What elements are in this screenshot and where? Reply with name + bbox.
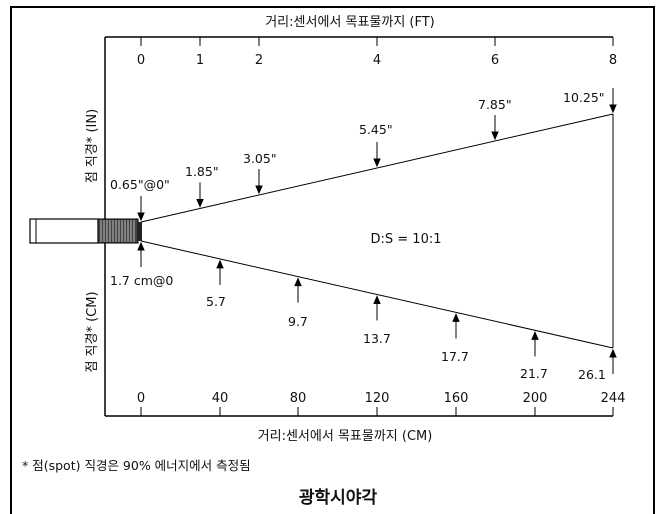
arrowhead	[216, 259, 224, 269]
arrowhead	[609, 104, 617, 114]
spot-label-inch: 7.85"	[478, 97, 512, 112]
ft-tick-label: 8	[609, 53, 617, 68]
cm-tick-label: 0	[137, 391, 145, 406]
cm-tick-label: 120	[365, 391, 390, 406]
arrowhead	[491, 131, 499, 141]
spot-label-inch: 1.85"	[185, 164, 219, 179]
arrowhead	[373, 295, 381, 304]
ft-tick-label: 4	[373, 53, 381, 68]
spot-label-cm: 13.7	[363, 331, 391, 346]
arrowhead	[137, 241, 145, 251]
arrowhead	[609, 348, 617, 358]
left-label-inch: 점 직경* (IN)	[85, 109, 100, 183]
arrowhead	[294, 277, 302, 287]
arrowhead	[373, 158, 381, 168]
ft-tick-label: 6	[491, 53, 499, 68]
bottom-axis-label: 거리:센서에서 목표물까지 (CM)	[258, 429, 433, 444]
cm-tick-label: 244	[601, 391, 626, 406]
footnote: * 점(spot) 직경은 90% 에너지에서 측정됨	[22, 458, 251, 473]
ft-tick-label: 2	[255, 53, 263, 68]
spot-label-cm: 26.1	[578, 367, 606, 382]
arrowhead	[255, 185, 263, 195]
spot-label-inch: 3.05"	[243, 151, 277, 166]
cm-tick-label: 80	[290, 391, 307, 406]
sensor-icon	[29, 218, 142, 244]
arrowhead	[137, 212, 145, 222]
ft-tick-label: 0	[137, 53, 145, 68]
arrowhead	[452, 313, 460, 322]
spot-label-cm: 1.7 cm@0	[110, 273, 173, 288]
arrowhead	[531, 331, 539, 340]
top-axis-label: 거리:센서에서 목표물까지 (FT)	[265, 15, 435, 30]
spot-label-inch: 10.25"	[563, 90, 605, 105]
cm-tick-label: 40	[212, 391, 229, 406]
cm-tick-label: 160	[444, 391, 469, 406]
spot-label-cm: 5.7	[206, 294, 226, 309]
ratio-label: D:S = 10:1	[371, 232, 442, 247]
diagram-frame	[10, 6, 655, 514]
arrowhead	[196, 199, 204, 208]
spot-label-cm: 17.7	[441, 349, 469, 364]
spot-label-cm: 21.7	[520, 366, 548, 381]
diagram-title: 광학시야각	[299, 488, 378, 508]
spot-label-cm: 9.7	[288, 314, 308, 329]
ft-tick-label: 1	[196, 53, 204, 68]
left-label-cm: 점 직경* (CM)	[85, 291, 100, 372]
cm-tick-label: 200	[523, 391, 548, 406]
spot-label-inch: 0.65"@0"	[110, 177, 170, 192]
cone-upper-edge	[140, 113, 614, 223]
spot-label-inch: 5.45"	[359, 122, 393, 137]
cone-lower-edge	[140, 240, 614, 349]
